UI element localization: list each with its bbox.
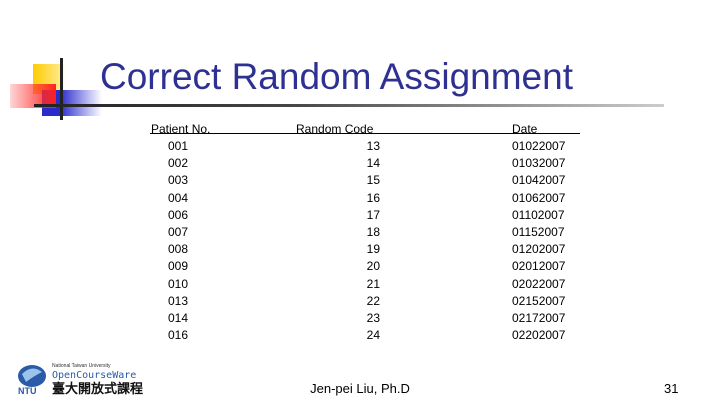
cell-random-code: 19 [366, 242, 380, 257]
cell-patient-no: 007 [168, 225, 189, 239]
cell-random-code: 17 [366, 207, 380, 222]
cell-date: 02152007 [512, 293, 566, 308]
cell-random-code: 16 [366, 190, 380, 205]
cell-patient-no: 014 [168, 311, 189, 325]
header-underline [150, 133, 580, 134]
cell-date: 02172007 [512, 311, 566, 325]
cell-date: 01022007 [512, 139, 566, 153]
cell-random-code: 15 [366, 173, 380, 188]
cell-patient-no: 010 [168, 276, 189, 291]
cell-patient-no: 016 [168, 328, 189, 343]
cell-date: 01032007 [512, 156, 566, 171]
cell-random-code: 21 [366, 276, 380, 291]
cell-random-code: 14 [366, 156, 380, 171]
cell-date: 01042007 [512, 173, 566, 188]
cell-date: 01102007 [512, 207, 565, 222]
cell-date: 01202007 [512, 242, 566, 257]
cell-patient-no: 009 [168, 259, 189, 274]
decor-vertical-line [60, 58, 63, 120]
header-random-code: Random Code [296, 122, 374, 136]
cell-patient-no: 013 [168, 293, 189, 308]
cell-patient-no: 004 [168, 190, 189, 205]
cell-patient-no: 003 [168, 173, 189, 188]
cell-random-code: 24 [366, 328, 380, 343]
svg-text:OpenCourseWare: OpenCourseWare [52, 370, 136, 381]
cell-date: 02202007 [512, 328, 566, 343]
title-underline [34, 104, 664, 107]
cell-random-code: 13 [366, 139, 380, 153]
header-patient-no: Patient No. [151, 122, 211, 136]
cell-patient-no: 006 [168, 207, 189, 222]
page-number: 31 [664, 381, 679, 396]
svg-text:NTU: NTU [18, 386, 37, 396]
cell-date: 01062007 [512, 190, 566, 205]
svg-text:National Taiwan University: National Taiwan University [52, 363, 111, 369]
cell-random-code: 18 [366, 225, 380, 239]
cell-date: 01152007 [512, 225, 565, 239]
cell-date: 02012007 [512, 259, 566, 274]
cell-date: 02022007 [512, 276, 566, 291]
cell-random-code: 20 [366, 259, 380, 274]
cell-patient-no: 002 [168, 156, 189, 171]
cell-random-code: 23 [366, 311, 380, 325]
cell-patient-no: 001 [168, 139, 189, 153]
cell-random-code: 22 [366, 293, 380, 308]
slide-title: Correct Random Assignment [100, 56, 573, 97]
cell-patient-no: 008 [168, 242, 189, 257]
svg-text:臺大開放式課程: 臺大開放式課程 [52, 381, 143, 397]
ntu-ocw-logo: NTU National Taiwan University OpenCours… [18, 363, 143, 397]
header-date: Date [512, 122, 538, 136]
footer-author: Jen-pei Liu, Ph.D [310, 381, 410, 396]
